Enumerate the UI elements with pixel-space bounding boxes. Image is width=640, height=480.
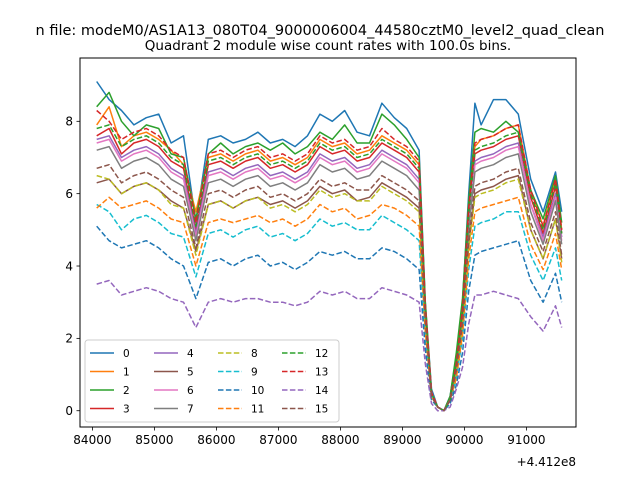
x-tick-label: 87000 xyxy=(259,433,297,447)
legend-label-12: 12 xyxy=(315,348,328,360)
y-tick-label: 4 xyxy=(65,259,73,273)
legend-label-4: 4 xyxy=(187,348,194,360)
legend-label-14: 14 xyxy=(315,385,329,397)
legend-label-9: 9 xyxy=(251,366,258,378)
legend-label-6: 6 xyxy=(187,385,194,397)
x-axis-offset-label: +4.412e8 xyxy=(517,455,576,469)
series-line-9 xyxy=(96,203,563,412)
series-layer xyxy=(96,81,563,412)
series-line-15 xyxy=(96,163,563,412)
y-tick-label: 2 xyxy=(65,332,73,346)
series-line-7 xyxy=(96,145,563,412)
legend-label-2: 2 xyxy=(123,385,130,397)
legend-label-0: 0 xyxy=(123,348,130,360)
x-tick-label: 90000 xyxy=(445,433,483,447)
x-tick-label: 91000 xyxy=(507,433,545,447)
legend-label-15: 15 xyxy=(315,403,328,415)
legend-label-1: 1 xyxy=(123,366,130,378)
legend-box xyxy=(84,339,340,423)
x-tick-label: 86000 xyxy=(197,433,235,447)
series-line-10 xyxy=(96,225,563,412)
x-tick-label: 85000 xyxy=(135,433,173,447)
y-tick-label: 8 xyxy=(65,115,73,129)
series-line-13 xyxy=(96,109,563,412)
figure-suptitle: n file: modeM0/AS1A13_080T04_9000006004_… xyxy=(36,23,605,39)
x-tick-label: 84000 xyxy=(73,433,111,447)
y-tick-label: 0 xyxy=(65,404,73,418)
x-tick-label: 88000 xyxy=(321,433,359,447)
y-axis: 0 2 4 6 8 xyxy=(65,115,80,418)
series-line-8 xyxy=(96,174,563,412)
series-line-14 xyxy=(96,279,563,412)
legend-label-11: 11 xyxy=(251,403,264,415)
legend-label-3: 3 xyxy=(123,403,130,415)
legend-label-5: 5 xyxy=(187,366,194,378)
legend-label-7: 7 xyxy=(187,403,194,415)
series-line-0 xyxy=(96,81,563,412)
x-tick-label: 89000 xyxy=(383,433,421,447)
series-line-4 xyxy=(96,135,563,412)
legend-label-10: 10 xyxy=(251,385,264,397)
x-axis: 84000 85000 86000 87000 88000 89000 90000 91000 xyxy=(73,427,545,447)
chart-title: Quadrant 2 module wise count rates with … xyxy=(145,38,511,54)
y-tick-label: 6 xyxy=(65,187,73,201)
series-line-6 xyxy=(96,138,563,412)
plot-area-frame xyxy=(79,57,577,428)
series-line-12 xyxy=(96,124,563,412)
legend-label-13: 13 xyxy=(315,366,328,378)
legend-label-8: 8 xyxy=(251,348,258,360)
